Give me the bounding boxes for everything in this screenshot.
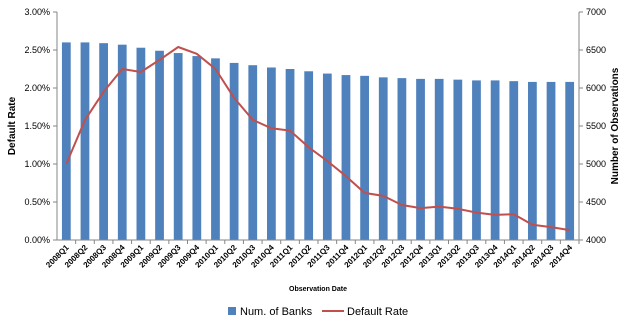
bar-2013Q1 xyxy=(434,78,444,240)
bar-2011Q3 xyxy=(322,73,332,240)
y-axis-title: Default Rate xyxy=(7,96,18,155)
bar-2014Q3 xyxy=(546,81,556,240)
y-tick-label: 1.00% xyxy=(24,159,50,169)
default-rate-line xyxy=(65,46,570,232)
bar-2011Q2 xyxy=(304,71,314,240)
legend-swatch-banks xyxy=(228,307,236,315)
y2-tick-label: 5500 xyxy=(586,121,606,131)
bar-2014Q1 xyxy=(509,81,519,240)
y-tick-label: 0.50% xyxy=(24,197,50,207)
bar-2013Q4 xyxy=(490,80,500,241)
y-tick-label: 2.00% xyxy=(24,83,50,93)
x-axis-title: Observation Date xyxy=(289,286,347,293)
bar-2008Q1 xyxy=(61,42,71,241)
bar-2008Q3 xyxy=(99,43,108,240)
bar-2011Q1 xyxy=(285,69,295,240)
legend: Num. of Banks Default Rate xyxy=(228,306,408,318)
bar-2012Q3 xyxy=(397,78,407,241)
bar-2010Q3 xyxy=(248,65,258,240)
bar-2013Q3 xyxy=(472,80,481,241)
bar-2012Q1 xyxy=(360,75,369,240)
y2-tick-label: 4500 xyxy=(586,197,606,207)
y2-tick-label: 6500 xyxy=(586,45,606,55)
bars-layer xyxy=(61,42,575,241)
bar-2009Q1 xyxy=(136,47,146,240)
y-tick-label: 2.50% xyxy=(24,45,50,55)
y2-tick-label: 5000 xyxy=(586,159,606,169)
bar-2010Q2 xyxy=(229,62,239,240)
bar-2014Q2 xyxy=(528,81,537,240)
ticks-layer: 0.00% 0.50% 1.00% 1.50% 2.00% 2.50% 3.00% 4000 4… xyxy=(24,7,606,270)
bar-2008Q2 xyxy=(80,42,90,241)
bar-2009Q2 xyxy=(155,50,164,241)
y-tick-label: 3.00% xyxy=(24,7,50,17)
bar-2012Q2 xyxy=(378,77,388,240)
y2-tick-label: 6000 xyxy=(586,83,606,93)
legend-label-banks: Num. of Banks xyxy=(240,306,313,318)
legend-label-default-rate: Default Rate xyxy=(347,306,408,318)
y2-tick-label: 4000 xyxy=(586,235,606,245)
bar-2011Q4 xyxy=(341,75,351,240)
bar-2008Q4 xyxy=(117,44,127,241)
bar-2009Q4 xyxy=(192,56,202,240)
bar-2014Q4 xyxy=(565,81,575,240)
bar-2013Q2 xyxy=(453,79,463,240)
bar-2009Q3 xyxy=(173,53,183,240)
line-layer xyxy=(65,46,570,232)
bar-2012Q4 xyxy=(416,78,425,240)
y-tick-label: 1.50% xyxy=(24,121,50,131)
bar-2010Q4 xyxy=(267,67,276,240)
axes-layer xyxy=(56,12,580,241)
bar-2010Q1 xyxy=(211,58,220,240)
y2-tick-label: 7000 xyxy=(586,7,606,17)
y-tick-label: 0.00% xyxy=(24,235,50,245)
y2-axis-title: Number of Observations xyxy=(610,67,621,184)
